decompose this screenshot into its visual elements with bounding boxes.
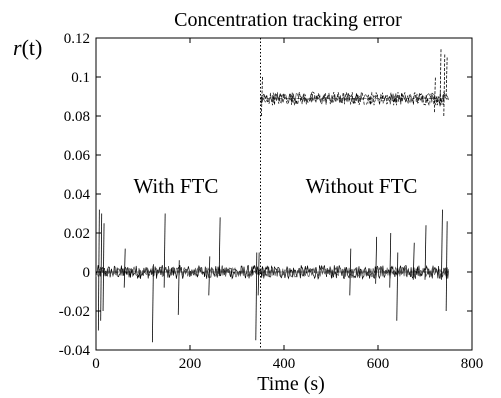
- y-tick-label: 0.12: [64, 31, 90, 47]
- upper-spike: [434, 76, 436, 113]
- error-spike: [152, 264, 154, 343]
- y-axis-label-var: r: [13, 35, 22, 60]
- error-spike: [100, 213, 103, 321]
- error-spike: [97, 209, 100, 331]
- y-ticks: -0.04 -0.02 0 0.02 0.04 0.06 0.08 0.1 0.12: [59, 31, 472, 359]
- series-layer: [96, 98, 449, 273]
- upper-spike: [439, 47, 442, 107]
- upper-spike: [443, 53, 446, 117]
- y-tick-label: -0.02: [59, 304, 90, 320]
- error-spike: [412, 242, 415, 280]
- y-axis-label: r(t): [13, 35, 42, 60]
- error-spike: [257, 252, 260, 296]
- plot-area: [95, 37, 473, 351]
- error-spike: [255, 252, 258, 341]
- error-spike: [389, 232, 392, 288]
- error-spike: [123, 248, 126, 288]
- error-spike: [163, 213, 166, 288]
- error-spike: [445, 221, 448, 312]
- error-spike: [208, 256, 211, 296]
- chart-title: Concentration tracking error: [174, 9, 402, 31]
- y-axis-label-rest: (t): [22, 35, 43, 60]
- upper-spike: [261, 76, 263, 117]
- error-spike: [375, 236, 378, 284]
- x-tick-label: 200: [179, 356, 202, 372]
- annotation-label: Without FTC: [306, 174, 418, 198]
- error-spike: [218, 217, 221, 276]
- y-tick-label: 0: [83, 265, 91, 281]
- x-tick-label: 800: [461, 356, 484, 372]
- error-spike: [102, 223, 105, 312]
- noise-layer: [95, 47, 449, 343]
- x-axis-label: Time (s): [257, 373, 325, 395]
- y-tick-label: -0.04: [59, 343, 91, 359]
- y-tick-label: 0.02: [64, 226, 90, 242]
- annotations: With FTC Without FTC: [133, 174, 417, 198]
- y-tick-label: 0.08: [64, 109, 90, 125]
- x-ticks: 0 200 400 600 800: [92, 38, 483, 372]
- error-spike: [424, 225, 427, 280]
- error-spike: [441, 209, 443, 280]
- y-tick-label: 0.04: [64, 187, 91, 203]
- x-tick-label: 600: [367, 356, 390, 372]
- error-spike: [396, 252, 399, 321]
- upper-spike: [445, 57, 448, 97]
- y-tick-label: 0.06: [64, 148, 91, 164]
- y-tick-label: 0.1: [71, 70, 90, 86]
- x-tick-label: 400: [273, 356, 296, 372]
- annotation-label: With FTC: [133, 174, 218, 198]
- error-spike: [177, 260, 180, 315]
- x-tick-label: 0: [92, 356, 100, 372]
